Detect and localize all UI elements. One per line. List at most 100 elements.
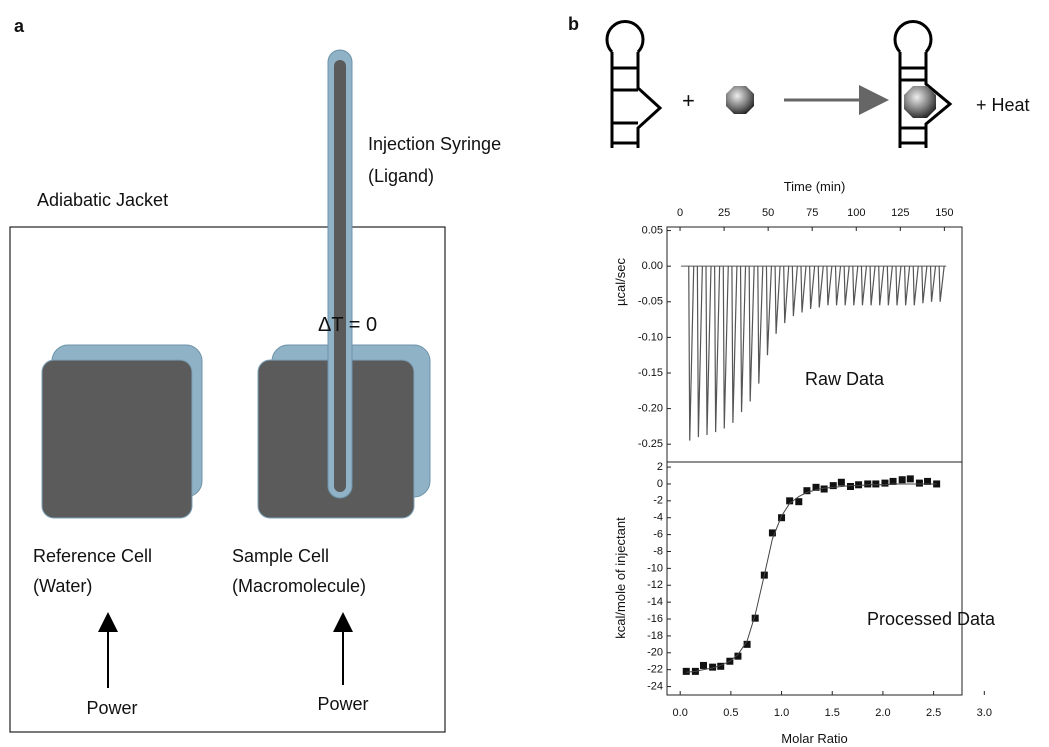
peak: [852, 266, 859, 306]
peak: [912, 266, 919, 306]
peak: [929, 266, 937, 302]
plot-frame: [666, 461, 963, 696]
y-tick-label: -0.05: [638, 296, 663, 308]
data-point: [795, 498, 803, 506]
data-point: [846, 482, 854, 490]
peak: [834, 266, 842, 306]
data-point: [786, 497, 794, 505]
x-tick-label: 0: [677, 207, 683, 219]
data-point: [778, 514, 786, 522]
peak: [757, 266, 764, 384]
peak: [748, 266, 755, 402]
x-tick-label: 2.5: [926, 707, 941, 719]
reference-label: Reference Cell: [33, 546, 152, 566]
jacket-box: [9, 226, 446, 733]
y-tick-label: -8: [653, 545, 663, 557]
y-tick-label: -10: [647, 562, 663, 574]
peak: [714, 266, 721, 433]
data-point: [768, 529, 776, 537]
x-tick-label: 125: [891, 207, 909, 219]
sample-label: Sample Cell: [232, 546, 329, 566]
x-tick-label: 0.5: [723, 707, 738, 719]
peak: [826, 266, 833, 306]
peak: [688, 266, 695, 441]
y-tick-label: 2: [657, 461, 663, 473]
x-tick-label: 3.0: [977, 707, 992, 719]
peak: [800, 266, 807, 313]
data-point: [924, 477, 932, 485]
peak: [739, 266, 747, 413]
data-point: [881, 479, 889, 487]
peak: [860, 266, 868, 306]
x-tick-label: 1.5: [825, 707, 840, 719]
x-tick-label: 50: [762, 207, 774, 219]
hairpin-bound: [893, 20, 953, 148]
data-point: [915, 479, 923, 487]
peak: [869, 266, 876, 306]
x-axis-label: Molar Ratio: [781, 731, 847, 746]
data-point: [682, 667, 690, 675]
x-tick-label: 100: [847, 207, 865, 219]
data-point: [734, 652, 742, 660]
x-tick-label: 0.0: [673, 707, 688, 719]
peak: [843, 266, 850, 306]
data-point: [699, 661, 707, 669]
y-tick-label: -4: [653, 512, 663, 524]
peak: [705, 266, 712, 435]
peak: [878, 266, 885, 306]
y-tick-label: -0.10: [638, 331, 663, 343]
ligand-bound: [904, 86, 936, 118]
plus: +: [682, 88, 695, 113]
data-point: [855, 481, 863, 489]
y-tick-label: -0.15: [638, 367, 663, 379]
y-tick-label: -0.25: [638, 438, 663, 450]
heat: + Heat: [976, 95, 1030, 115]
annotation: Processed Data: [867, 609, 996, 629]
y-tick-label: -20: [647, 647, 663, 659]
x-tick-label: 25: [718, 207, 730, 219]
peak: [809, 266, 816, 309]
peak: [722, 266, 729, 429]
y-tick-label: -16: [647, 613, 663, 625]
data-point: [803, 487, 811, 495]
data-point: [829, 482, 837, 490]
data-point: [743, 640, 751, 648]
data-point: [872, 480, 880, 488]
y-tick-label: 0: [657, 478, 663, 490]
data-point: [906, 475, 914, 483]
peak: [774, 266, 781, 334]
data-point: [898, 476, 906, 484]
data-point: [717, 662, 725, 670]
y-tick-label: -14: [647, 596, 663, 608]
ligand: [726, 86, 754, 114]
peak: [783, 266, 790, 324]
y-tick-label: -12: [647, 579, 663, 591]
data-point: [837, 478, 845, 486]
x-tick-label: 75: [806, 207, 818, 219]
power-label: Power: [317, 694, 368, 714]
data-point: [864, 480, 872, 488]
x-tick-label: 1.0: [774, 707, 789, 719]
peak: [765, 266, 773, 356]
y-tick-label: -18: [647, 630, 663, 642]
reference-cell: [41, 359, 193, 519]
x-tick-label: 150: [935, 207, 953, 219]
y-tick-label: 0.05: [642, 224, 663, 236]
peak: [921, 266, 928, 304]
annotation: Raw Data: [805, 369, 885, 389]
peak: [696, 266, 703, 438]
syringe-core: [334, 60, 346, 492]
y-tick-label: -6: [653, 529, 663, 541]
y-tick-label: -0.20: [638, 402, 663, 414]
plot-frame: [666, 226, 963, 463]
data-point: [812, 483, 820, 491]
y-tick-label: -24: [647, 680, 663, 692]
x-axis-label: Time (min): [784, 179, 846, 194]
peak: [904, 266, 911, 306]
sample-label: (Macromolecule): [232, 576, 366, 596]
jacket-label: Adiabatic Jacket: [37, 190, 168, 210]
data-point: [709, 663, 717, 671]
y-axis-label: µcal/sec: [613, 258, 628, 306]
fit-line: [686, 483, 937, 673]
